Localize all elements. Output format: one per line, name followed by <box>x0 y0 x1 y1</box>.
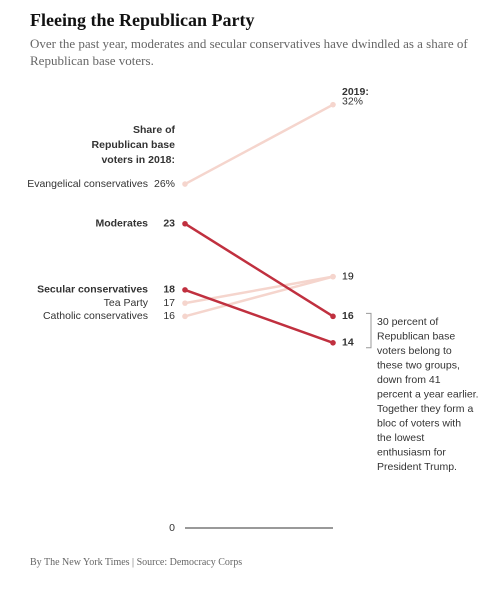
annotation: percent a year earlier. <box>377 388 479 400</box>
start-value: 23 <box>163 218 175 230</box>
chart: 0 Share of Republican base voters in 2018: 2… <box>27 86 479 534</box>
end-value: 32% <box>342 95 363 107</box>
slope-dot <box>330 101 336 108</box>
slope-dot <box>330 340 336 346</box>
start-value: 18 <box>163 284 175 296</box>
slope-line <box>184 103 334 186</box>
annotation: Republican base <box>377 330 455 342</box>
end-value: 19 <box>342 270 354 282</box>
slope-dot <box>330 273 336 280</box>
slope-dot <box>182 313 188 320</box>
series-name: Evangelical conservatives <box>27 178 148 190</box>
slope-dot <box>182 220 188 227</box>
annotation: down from 41 <box>377 374 441 386</box>
start-header: Share of <box>133 124 176 136</box>
bracket <box>366 312 372 349</box>
slope-line <box>184 288 334 344</box>
end-header: 2019: <box>342 86 369 98</box>
annotation: Together they form a <box>377 403 473 415</box>
slope-dot <box>182 181 188 187</box>
start-value: 16 <box>163 310 175 322</box>
series-name: Catholic conservatives <box>43 310 148 322</box>
series-name: Secular conservatives <box>37 284 148 296</box>
annotation: 30 percent of <box>377 316 438 328</box>
source: By The New York Times | Source: Democrac… <box>30 557 243 568</box>
start-value: 17 <box>163 297 175 309</box>
annotation: these two groups, <box>377 359 460 371</box>
chart-title: Fleeing the Republican Party <box>30 10 255 30</box>
slope-dot <box>330 313 336 320</box>
annotation: the lowest <box>377 432 424 444</box>
slope-dot <box>182 300 188 306</box>
slope-line <box>184 222 334 318</box>
chart-subtitle: Over the past year, moderates and secula… <box>30 36 468 68</box>
annotation: bloc of voters with <box>377 417 461 429</box>
end-value: 16 <box>342 310 354 322</box>
annotation: enthusiasm for <box>377 446 446 458</box>
series-name: Moderates <box>95 218 148 230</box>
series-name: Tea Party <box>104 297 149 309</box>
end-value: 14 <box>342 337 354 349</box>
annotation: President Trump. <box>377 461 457 473</box>
start-value: 26% <box>154 178 175 190</box>
slope-line <box>184 275 334 318</box>
start-header: voters in 2018: <box>101 154 175 166</box>
end-value: 19 <box>342 270 354 282</box>
annotation: voters belong to <box>377 345 452 357</box>
start-header: Republican base <box>92 139 176 151</box>
slope-dot <box>182 287 188 293</box>
y-tick-label: 0 <box>169 522 175 534</box>
